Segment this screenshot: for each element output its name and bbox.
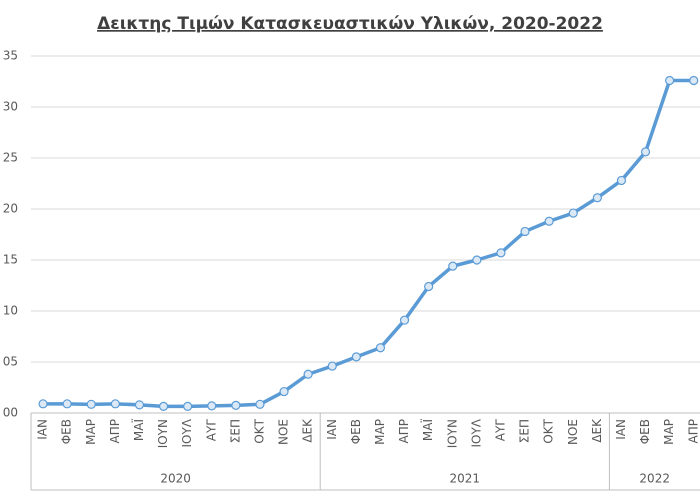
marker [134, 400, 145, 410]
marker [86, 399, 96, 409]
x-tick-label: ΝΟΕ [277, 419, 291, 445]
marker [351, 352, 361, 362]
marker [399, 315, 410, 325]
y-tick-label: 05 [3, 355, 18, 369]
y-tick-label: 10 [3, 304, 18, 318]
marker [327, 361, 337, 371]
marker [110, 399, 120, 409]
marker [520, 226, 530, 237]
x-tick-label: ΦΕΒ [349, 419, 363, 444]
y-tick-label: 30 [3, 100, 18, 114]
x-tick-label: ΜΑΡ [662, 419, 676, 445]
x-tick-label: ΜΑΪ [131, 419, 146, 442]
x-tick-label: ΙΟΥΛ [469, 418, 483, 447]
x-tick-label: ΙΑΝ [325, 419, 339, 440]
x-tick-label: ΙΟΥΝ [445, 419, 459, 448]
x-tick-label: ΟΚΤ [542, 418, 556, 443]
y-tick-label: 15 [3, 253, 18, 267]
x-tick-label: ΟΚΤ [252, 418, 266, 443]
marker [38, 399, 48, 409]
x-tick-label: ΜΑΡ [373, 419, 387, 445]
marker [472, 255, 482, 265]
marker [279, 386, 289, 397]
x-tick-label: ΑΥΓ [204, 419, 218, 442]
marker [62, 399, 72, 409]
marker [448, 261, 458, 271]
marker [158, 401, 169, 411]
y-tick-label: 20 [3, 202, 18, 216]
x-tick-label: ΦΕΒ [638, 419, 652, 444]
x-tick-label: ΑΠΡ [397, 419, 411, 443]
marker [568, 208, 578, 218]
marker [303, 369, 313, 379]
marker [592, 193, 602, 203]
group-label: 2021 [450, 472, 481, 486]
marker [207, 401, 217, 411]
marker [231, 400, 241, 410]
x-tick-label: ΙΑΝ [36, 419, 50, 440]
marker [255, 399, 265, 409]
group-label: 2022 [639, 472, 670, 486]
x-tick-label: ΦΕΒ [60, 419, 74, 444]
x-tick-label: ΙΑΝ [614, 419, 628, 440]
x-tick-label: ΑΠΡ [108, 419, 122, 443]
marker [544, 216, 554, 226]
marker [640, 147, 651, 157]
y-tick-label: 25 [3, 151, 18, 165]
y-tick-label: 35 [3, 49, 18, 63]
x-tick-label: ΜΑΡ [84, 419, 98, 445]
marker [496, 248, 506, 258]
x-tick-label: ΣΕΠ [228, 419, 242, 443]
marker [183, 401, 193, 411]
x-tick-label: ΑΥΓ [493, 419, 507, 442]
marker [375, 343, 386, 353]
marker [424, 281, 434, 292]
group-label: 2020 [160, 472, 191, 486]
x-tick-label: ΙΟΥΛ [180, 418, 194, 447]
y-tick-label: 00 [3, 406, 18, 420]
x-tick-label: ΜΑΪ [420, 419, 435, 442]
chart-title: Δεικτης Τιμών Κατασκευαστικών Υλικών, 20… [97, 14, 603, 34]
x-tick-label: ΝΟΕ [566, 419, 580, 445]
x-tick-label: ΔΕΚ [301, 418, 315, 443]
line [43, 78, 694, 409]
marker [689, 75, 699, 86]
x-tick-label: ΙΟΥΝ [156, 419, 170, 448]
x-tick-label: ΑΠΡ [686, 419, 700, 443]
marker [616, 175, 627, 186]
x-tick-label: ΔΕΚ [590, 418, 604, 443]
x-tick-label: ΣΕΠ [518, 419, 532, 443]
marker [665, 75, 675, 86]
